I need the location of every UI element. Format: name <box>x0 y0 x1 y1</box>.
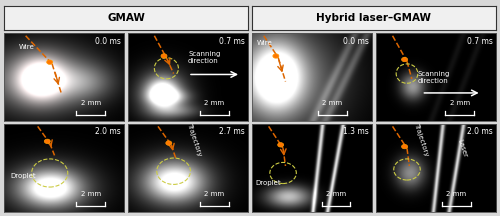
Circle shape <box>278 143 283 147</box>
Text: 0.7 ms: 0.7 ms <box>466 37 492 46</box>
Text: 2 mm: 2 mm <box>80 191 100 197</box>
Text: 2.0 ms: 2.0 ms <box>466 127 492 136</box>
Text: Wire: Wire <box>256 40 272 46</box>
Text: 2 mm: 2 mm <box>204 191 225 197</box>
Text: Droplet: Droplet <box>10 173 36 179</box>
Text: Trajectory: Trajectory <box>413 122 430 157</box>
Circle shape <box>46 60 52 64</box>
Text: 2.7 ms: 2.7 ms <box>219 127 244 136</box>
Text: 2 mm: 2 mm <box>80 100 100 106</box>
Text: Droplet: Droplet <box>256 180 281 186</box>
Text: Scanning
direction: Scanning direction <box>188 51 220 64</box>
Text: 2.0 ms: 2.0 ms <box>95 127 120 136</box>
Circle shape <box>166 141 172 145</box>
Text: 2 mm: 2 mm <box>204 100 225 106</box>
Text: 0.0 ms: 0.0 ms <box>95 37 120 46</box>
Text: Laser: Laser <box>456 138 468 158</box>
Text: 1.3 ms: 1.3 ms <box>342 127 368 136</box>
Text: 2 mm: 2 mm <box>322 100 342 106</box>
Text: Scanning
direction: Scanning direction <box>418 71 450 84</box>
Text: 0.0 ms: 0.0 ms <box>342 37 368 46</box>
Circle shape <box>402 57 407 62</box>
Text: 2 mm: 2 mm <box>450 100 470 106</box>
Circle shape <box>161 54 167 58</box>
Text: 2 mm: 2 mm <box>446 191 466 197</box>
Text: Trajectory: Trajectory <box>186 122 202 157</box>
Circle shape <box>273 54 279 58</box>
Circle shape <box>44 139 51 143</box>
Text: GMAW: GMAW <box>107 13 145 24</box>
Text: 2 mm: 2 mm <box>326 191 346 197</box>
Text: Hybrid laser–GMAW: Hybrid laser–GMAW <box>316 13 432 24</box>
Text: Wire: Wire <box>18 44 34 50</box>
Circle shape <box>402 145 407 149</box>
Text: 0.7 ms: 0.7 ms <box>218 37 244 46</box>
